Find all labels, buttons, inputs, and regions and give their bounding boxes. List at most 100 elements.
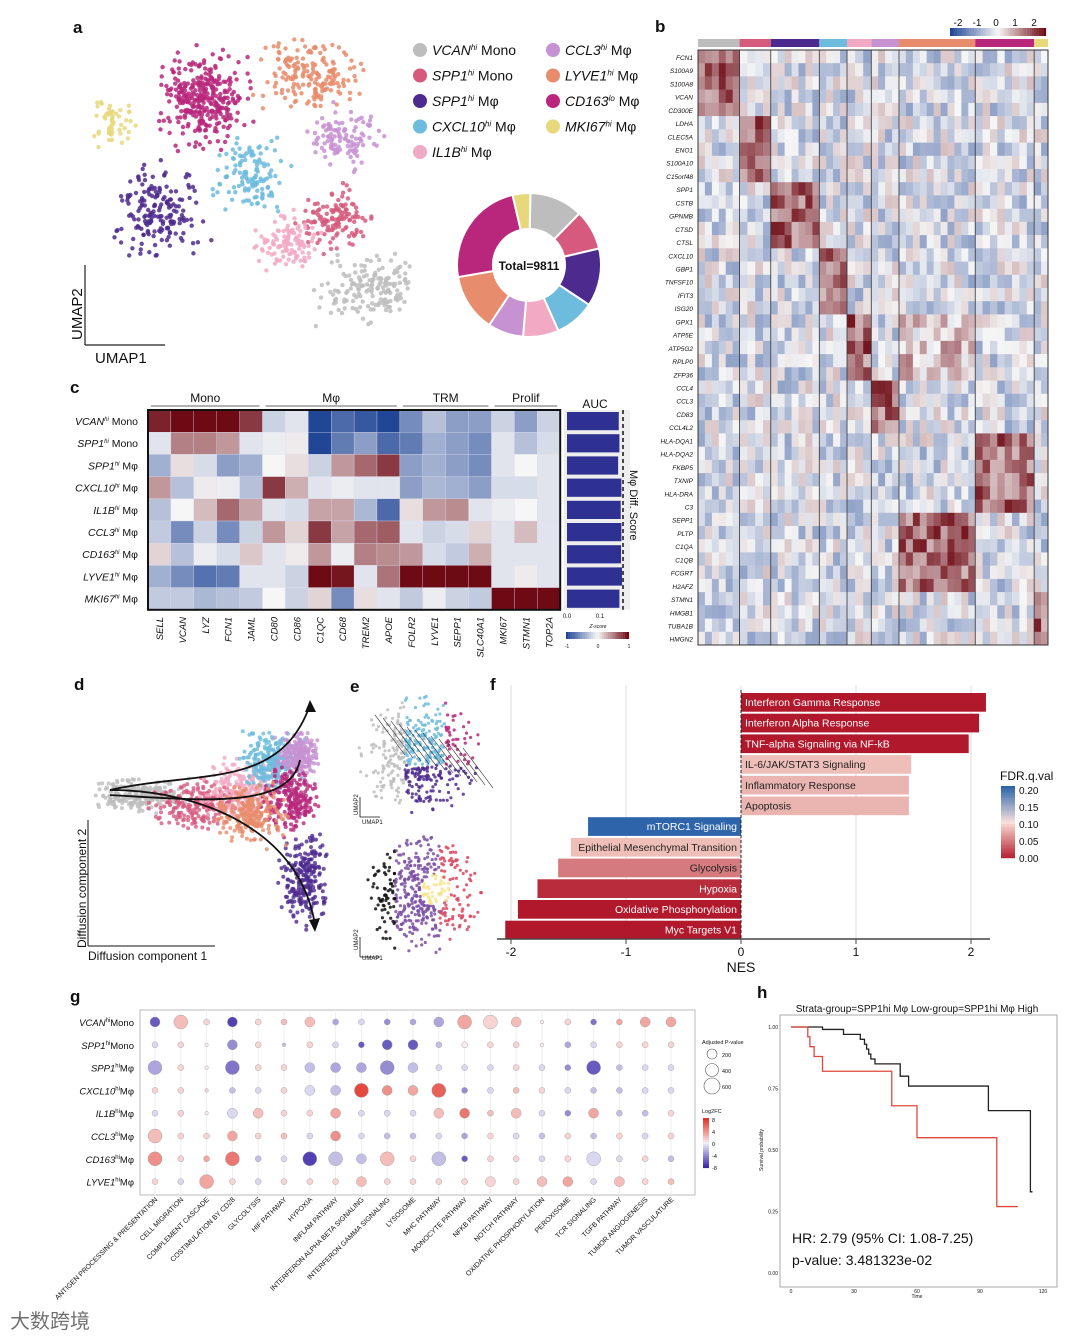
heatmap-cell: [997, 314, 1006, 328]
heatmap-cell: [899, 380, 907, 395]
gene-label: ISG20: [675, 306, 694, 313]
umap-point: [350, 305, 355, 311]
heatmap-cell: [919, 367, 928, 381]
umap-point: [331, 72, 336, 78]
heatmap-cell: [704, 459, 713, 474]
heatmap-cell: [926, 631, 934, 646]
heatmap-cell: [445, 454, 469, 477]
diffusion-point: [262, 744, 267, 749]
heatmap-cell: [732, 526, 740, 540]
heatmap-cell: [871, 50, 879, 64]
heatmap-cell: [784, 182, 792, 196]
umap-point: [211, 193, 216, 198]
umap-point: [319, 230, 324, 235]
heatmap-cell: [725, 433, 733, 447]
heatmap-cell: [885, 618, 893, 633]
gene-label: APOE: [384, 616, 395, 644]
umap-point: [233, 190, 238, 195]
gene-label: TNFSF10: [665, 280, 694, 287]
heatmap-cell: [747, 208, 756, 223]
umap-point: [254, 194, 259, 200]
umap-point: [383, 277, 389, 283]
umap-point: [358, 136, 363, 142]
heatmap-cell: [940, 578, 948, 593]
heatmap-cell: [878, 208, 886, 223]
heatmap-cell: [940, 605, 948, 619]
heatmap-cell: [798, 354, 806, 368]
heatmap-cell: [961, 182, 969, 196]
heatmap-cell: [947, 235, 955, 249]
heatmap-cell: [878, 102, 886, 117]
heatmap-cell: [777, 578, 785, 593]
heatmap-cell: [170, 565, 194, 588]
umap-point: [382, 134, 387, 139]
umap-point: [181, 231, 186, 236]
umap-axes: UMAP1 UMAP2: [69, 265, 165, 367]
umap-point: [272, 71, 277, 76]
heatmap-cell: [863, 274, 872, 289]
umap-point: [209, 76, 214, 81]
umap-point: [290, 77, 295, 82]
heatmap-cell: [791, 76, 799, 90]
heatmap-cell: [1026, 288, 1035, 302]
umap-point: [351, 169, 357, 175]
diffusion-point: [190, 812, 195, 817]
heatmap-cell: [1012, 526, 1020, 540]
heatmap-cell: [982, 248, 991, 262]
heatmap-cell: [961, 235, 969, 249]
heatmap-cell: [698, 618, 706, 633]
scale-bar-segment: [1022, 28, 1025, 36]
heatmap-cell: [1034, 301, 1042, 315]
heatmap-cell: [698, 578, 706, 593]
heatmap-cell: [997, 288, 1006, 302]
heatmap-cell: [919, 354, 928, 368]
diffusion-point: [251, 731, 256, 736]
heatmap-cell: [732, 63, 740, 77]
heatmap-cell: [892, 340, 900, 355]
umap-point: [305, 129, 310, 134]
heatmap-cell: [968, 274, 976, 289]
row-label: LYVE1hi Mφ: [83, 571, 138, 583]
heatmap-cell: [819, 565, 827, 580]
heatmap-cell: [805, 116, 813, 130]
heatmap-cell: [912, 116, 921, 130]
heatmap-cell: [899, 50, 907, 64]
heatmap-cell: [791, 420, 799, 434]
heatmap-cell: [847, 169, 856, 183]
heatmap-cell: [698, 499, 706, 514]
heatmap-cell: [308, 454, 332, 477]
heatmap-cell: [947, 499, 955, 514]
umap-point: [237, 146, 242, 151]
heatmap-cell: [840, 208, 848, 223]
heatmap-cell: [847, 618, 856, 633]
gene-label: LYVE1: [430, 617, 441, 646]
heatmap-cell: [982, 473, 991, 487]
heatmap-cell: [990, 248, 998, 262]
heatmap-cell: [968, 592, 976, 606]
heatmap-cell: [285, 587, 309, 610]
umap-point: [217, 74, 222, 79]
heatmap-cell: [1026, 380, 1035, 395]
umap-point: [269, 193, 275, 199]
heatmap-cell: [422, 520, 446, 544]
umap-point: [189, 223, 194, 228]
heatmap-cell: [899, 340, 907, 355]
heatmap-cell: [739, 618, 748, 633]
heatmap-cell: [919, 407, 928, 421]
diffusion-point: [240, 729, 245, 734]
heatmap-cell: [940, 512, 948, 527]
zscore-segment: [622, 632, 625, 639]
heatmap-cell: [1041, 129, 1049, 143]
heatmap-cell: [892, 499, 900, 514]
heatmap-cell: [1004, 380, 1013, 395]
heatmap-cell: [940, 274, 948, 289]
heatmap-cell: [990, 169, 998, 183]
heatmap-cell: [871, 89, 879, 104]
diffusion-point: [161, 798, 166, 802]
heatmap-cell: [840, 354, 848, 368]
heatmap-cell: [954, 221, 962, 236]
umap-point: [321, 220, 326, 225]
heatmap-cell: [982, 446, 991, 461]
heatmap-cell: [777, 261, 785, 276]
heatmap-cell: [732, 208, 740, 223]
